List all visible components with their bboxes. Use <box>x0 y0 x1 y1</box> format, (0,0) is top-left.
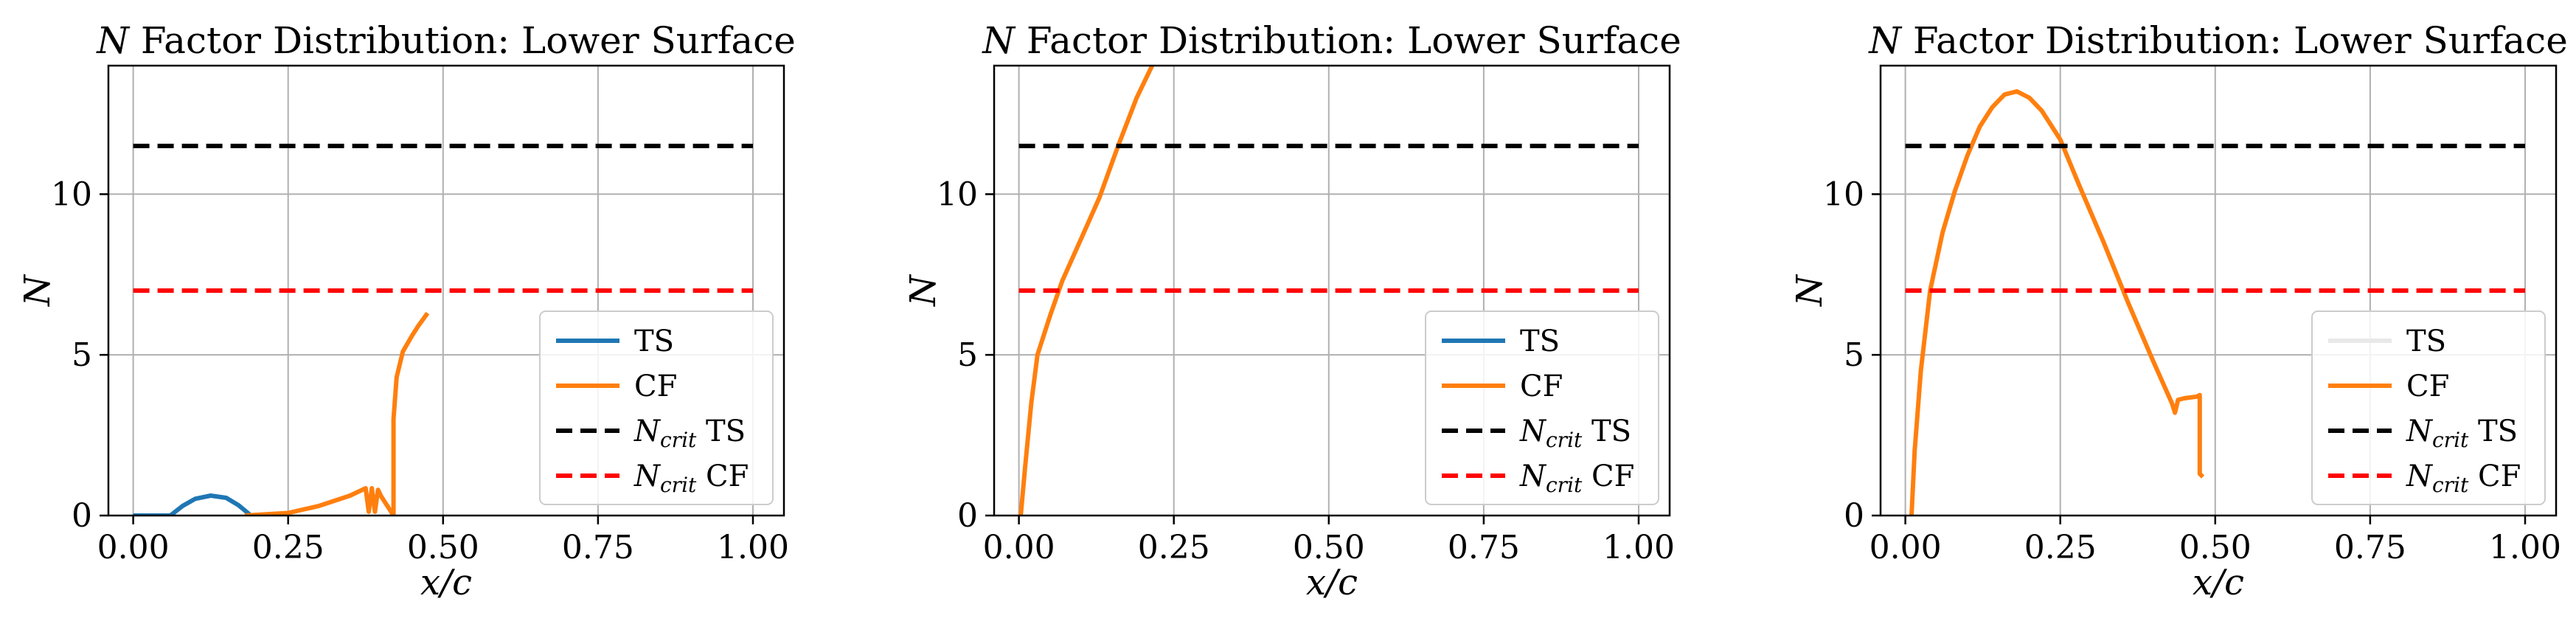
chart-title: N Factor Distribution: Lower Surface <box>1868 19 2568 62</box>
legend-text: TS <box>1582 414 1631 448</box>
chart-panel-1: 0.00 0.25 0.50 0.75 1.00 0 5 10 N Factor Distrib… <box>17 19 796 603</box>
series-line-cf <box>1018 66 1155 516</box>
legend-text: TS <box>2468 414 2518 448</box>
legend-label-cf: CF <box>2406 370 2449 403</box>
series-line-cf <box>1909 89 2205 516</box>
y-tick-label: 10 <box>51 176 92 213</box>
title-text: Factor Distribution: Lower Surface <box>1901 19 2568 62</box>
x-tick-label: 0.75 <box>1448 529 1520 566</box>
y-tick-label: 10 <box>937 176 978 213</box>
axes-frame <box>107 64 785 517</box>
x-tick-label: 0.50 <box>407 529 479 566</box>
legend-box <box>539 310 774 505</box>
legend-text: CF <box>1582 459 1634 493</box>
x-tick-label: 0.00 <box>97 529 170 566</box>
legend-text: TS <box>696 414 746 448</box>
x-tick-label: 0.25 <box>252 529 324 566</box>
legend-label-ts: TS <box>634 325 674 358</box>
legend-subscript: crit <box>2432 473 2469 497</box>
legend-subscript: crit <box>660 473 697 497</box>
legend-label-cf: CF <box>634 370 677 403</box>
legend-label-ncf: Ncrit CF <box>1519 459 1634 497</box>
legend-label-ts: TS <box>1520 325 1560 358</box>
chart-title: N Factor Distribution: Lower Surface <box>96 19 796 62</box>
chart-panel-3: 0.00 0.25 0.50 0.75 1.00 0 5 10 N Factor Distrib… <box>1789 19 2568 603</box>
x-tick-label: 0.75 <box>562 529 634 566</box>
x-axis-label: x/c <box>1306 562 1358 603</box>
legend-symbol: N <box>2406 414 2434 448</box>
legend-text: CF <box>1520 370 1563 403</box>
title-symbol: N <box>982 19 1016 62</box>
legend-text: TS <box>634 325 674 358</box>
legend-label-ncf: Ncrit CF <box>2406 459 2521 497</box>
title-symbol: N <box>96 19 131 62</box>
chart-title: N Factor Distribution: Lower Surface <box>982 19 1681 62</box>
x-tick-label: 0.00 <box>983 529 1055 566</box>
title-symbol: N <box>1868 19 1903 62</box>
series-group <box>1905 89 2525 516</box>
legend-text: CF <box>2406 370 2449 403</box>
y-tick-label: 5 <box>72 336 92 374</box>
x-tick-label: 0.50 <box>2179 529 2252 566</box>
chart-panel-2: 0.00 0.25 0.50 0.75 1.00 0 5 10 N Factor Distrib… <box>903 19 1681 603</box>
legend-symbol: N <box>1519 459 1547 493</box>
x-tick-label: 0.25 <box>1138 529 1210 566</box>
x-axis-label: x/c <box>420 562 472 603</box>
legend-text: CF <box>634 370 677 403</box>
x-tick-label: 1.00 <box>2489 529 2561 566</box>
legend-subscript: crit <box>2432 428 2469 452</box>
legend-label-nts: Ncrit TS <box>2406 414 2518 452</box>
y-tick-label: 5 <box>957 336 978 374</box>
title-text: Factor Distribution: Lower Surface <box>1015 19 1681 62</box>
legend-box <box>2311 310 2546 505</box>
title-text: Factor Distribution: Lower Surface <box>129 19 796 62</box>
x-axis-label: x/c <box>2193 562 2244 603</box>
legend-subscript: crit <box>1546 473 1583 497</box>
y-tick-label: 10 <box>1823 176 1864 213</box>
legend-text: CF <box>2468 459 2521 493</box>
y-tick-label: 0 <box>72 497 92 535</box>
legend-text: CF <box>696 459 749 493</box>
legend-text: TS <box>1520 325 1560 358</box>
series-line-cf <box>244 486 396 516</box>
legend-subscript: crit <box>1546 428 1583 452</box>
legend-symbol: N <box>633 414 662 448</box>
y-axis-label: N <box>17 274 58 307</box>
x-tick-label: 1.00 <box>1603 529 1675 566</box>
y-axis-label: N <box>1789 274 1830 307</box>
series-group <box>1018 66 1639 516</box>
y-tick-label: 5 <box>1844 336 1864 374</box>
x-tick-label: 0.50 <box>1293 529 1365 566</box>
x-tick-label: 0.00 <box>1869 529 1942 566</box>
legend-symbol: N <box>2406 459 2434 493</box>
axes-frame <box>1879 64 2558 517</box>
legend-symbol: N <box>1519 414 1547 448</box>
legend-subscript: crit <box>660 428 697 452</box>
legend-label-ts: TS <box>2406 325 2446 358</box>
x-tick-label: 0.75 <box>2334 529 2406 566</box>
y-axis-label: N <box>903 274 944 307</box>
x-tick-label: 0.25 <box>2024 529 2097 566</box>
legend-symbol: N <box>633 459 662 493</box>
legend-box <box>1425 310 1659 505</box>
legend-text: TS <box>2406 325 2446 358</box>
y-tick-label: 0 <box>957 497 978 535</box>
legend-label-nts: Ncrit TS <box>633 414 746 452</box>
y-tick-label: 0 <box>1844 497 1864 535</box>
x-tick-label: 1.00 <box>717 529 789 566</box>
axes-frame <box>993 64 1671 517</box>
series-line-cf <box>391 311 430 516</box>
series-group <box>133 143 753 516</box>
legend-label-ncf: Ncrit CF <box>633 459 749 497</box>
legend-label-cf: CF <box>1520 370 1563 403</box>
legend-label-nts: Ncrit TS <box>1519 414 1631 452</box>
series-line-ts <box>133 493 253 516</box>
